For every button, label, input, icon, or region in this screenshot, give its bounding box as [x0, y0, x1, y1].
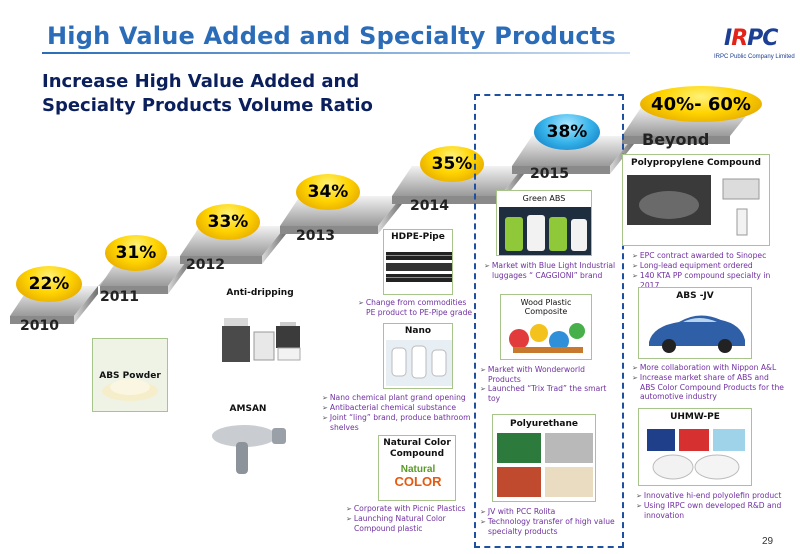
anti-dripping-label: Anti-dripping — [226, 288, 294, 298]
year-2015: 2015 — [530, 166, 569, 182]
page-title: High Value Added and Specialty Products — [47, 22, 616, 50]
pp-compound-label: Polypropylene Compound — [631, 158, 761, 168]
card-amsan: AMSAN — [200, 402, 296, 480]
page-number: 29 — [762, 536, 774, 547]
logo-tagline: IRPC Public Company Limited — [714, 54, 795, 60]
card-nano: Nano — [383, 323, 453, 389]
abs-powder-image — [102, 379, 158, 401]
card-hdpe-pipe: HDPE-Pipe — [383, 229, 453, 295]
hdpe-bullet-1: Change from commodities PE product to PE… — [358, 298, 476, 317]
hair-dryer-image — [212, 425, 286, 474]
abs-jv-bullets: More collaboration with Nippon A&L Incre… — [632, 363, 784, 401]
title-underline — [42, 52, 630, 54]
pp-bullets: EPC contract awarded to Sinopec Long-lea… — [632, 251, 782, 290]
pp-bullet-1: EPC contract awarded to Sinopec — [632, 251, 782, 261]
hdpe-pipe-label: HDPE-Pipe — [391, 232, 445, 242]
nano-bullet-3: Joint “ling” brand, produce bathroom she… — [322, 413, 472, 432]
card-anti-dripping: Anti-dripping — [214, 284, 306, 368]
abs-jv-bullet-1: More collaboration with Nippon A&L — [632, 363, 784, 373]
natural-logo-line2: COLOR — [394, 474, 442, 489]
nano-label: Nano — [404, 326, 432, 336]
green-abs-bullet-1: Market with Blue Light Industrial luggag… — [484, 261, 616, 280]
subtitle: Increase High Value Added and Specialty … — [42, 70, 373, 118]
uhmw-bullet-2: Using IRPC own developed R&D and innovat… — [636, 501, 786, 520]
pct-bubble-2010: 22% — [16, 266, 82, 302]
abs-jv-bullet-2: Increase market share of ABS and ABS Col… — [632, 373, 784, 401]
polyurethane-bullets: JV with PCC Rolita Technology transfer o… — [480, 507, 618, 536]
highlight-2015-frame — [474, 94, 624, 548]
pp-bullet-3: 140 KTA PP compound specialty in 2017 — [632, 271, 782, 290]
year-2012: 2012 — [186, 257, 225, 273]
year-2010: 2010 — [20, 318, 59, 334]
card-abs-powder: ABS Powder — [92, 338, 168, 412]
car-image — [649, 315, 745, 353]
card-natural-color: Natural Color Compound Natural COLOR — [378, 435, 456, 501]
polyurethane-bullet-2: Technology transfer of high value specia… — [480, 517, 618, 536]
car-interior-image — [627, 175, 760, 236]
hdpe-bullets: Change from commodities PE product to PE… — [358, 298, 476, 317]
nano-sanitary-image — [386, 340, 452, 386]
pct-bubble-2012: 33% — [196, 204, 260, 240]
uhmw-bullets: Innovative hi-end polyolefin product Usi… — [636, 491, 786, 520]
logo-letters-pc: PC — [747, 26, 778, 51]
office-equipment-image — [222, 318, 301, 362]
wood-plastic-bullets: Market with Wonderworld Products Launche… — [480, 365, 616, 403]
green-abs-bullets: Market with Blue Light Industrial luggag… — [484, 261, 616, 280]
logo-letter-i: I — [724, 26, 732, 51]
pct-bubble-beyond: 40%- 60% — [640, 86, 762, 122]
uhmw-image — [647, 429, 745, 480]
card-wood-plastic: Wood Plastic Composite — [500, 294, 592, 360]
wood-bullet-2: Launched “Trix Trad” the smart toy — [480, 384, 616, 403]
card-green-abs: Green ABS — [496, 190, 592, 256]
abs-jv-label: ABS -JV — [676, 291, 714, 301]
pp-bullet-2: Long-lead equipment ordered — [632, 261, 782, 271]
natural-color-label: Natural Color Compound — [383, 438, 451, 459]
pct-bubble-2011: 31% — [105, 235, 167, 271]
amsan-label: AMSAN — [229, 404, 267, 414]
nano-bullet-2: Antibacterial chemical substance — [322, 403, 472, 413]
logo-letter-r: R — [731, 26, 748, 51]
natural-color-logo: Natural COLOR — [393, 464, 443, 498]
pct-bubble-2013: 34% — [296, 174, 360, 210]
polyurethane-image — [497, 433, 593, 497]
pct-bubble-2015: 38% — [534, 114, 600, 150]
year-2013: 2013 — [296, 228, 335, 244]
natural-logo-line1: Natural — [400, 464, 436, 475]
nano-bullet-1: Nano chemical plant grand opening — [322, 393, 472, 403]
wood-plastic-label: Wood Plastic Composite — [520, 298, 572, 316]
luggage-image — [499, 207, 591, 255]
toys-image — [509, 323, 585, 353]
irpc-logo: IRPC IRPC Public Company Limited — [710, 24, 795, 66]
polyurethane-label: Polyurethane — [510, 419, 578, 429]
subtitle-line-1: Increase High Value Added and — [42, 71, 360, 92]
green-abs-label: Green ABS — [522, 194, 566, 203]
year-2014: 2014 — [410, 198, 449, 214]
uhmw-pe-label: UHMW-PE — [670, 412, 720, 422]
subtitle-line-2: Specialty Products Volume Ratio — [42, 95, 373, 116]
card-uhmw-pe: UHMW-PE — [638, 408, 752, 486]
natural-bullet-1: Corporate with Picnic Plastics — [346, 504, 472, 514]
year-2011: 2011 — [100, 289, 139, 305]
polyurethane-bullet-1: JV with PCC Rolita — [480, 507, 618, 517]
logo-wordmark: IRPC — [724, 26, 778, 51]
nano-bullets: Nano chemical plant grand opening Antiba… — [322, 393, 472, 432]
pipes-image — [386, 252, 452, 282]
abs-powder-label: ABS Powder — [99, 371, 161, 381]
uhmw-bullet-1: Innovative hi-end polyolefin product — [636, 491, 786, 501]
natural-bullet-2: Launching Natural Color Compound plastic — [346, 514, 472, 533]
card-polyurethane: Polyurethane — [492, 414, 596, 502]
year-beyond: Beyond — [642, 130, 710, 149]
card-abs-jv: ABS -JV — [638, 287, 752, 359]
card-pp-compound: Polypropylene Compound — [622, 154, 770, 246]
natural-color-bullets: Corporate with Picnic Plastics Launching… — [346, 504, 472, 533]
pct-bubble-2014: 35% — [420, 146, 484, 182]
wood-bullet-1: Market with Wonderworld Products — [480, 365, 616, 384]
